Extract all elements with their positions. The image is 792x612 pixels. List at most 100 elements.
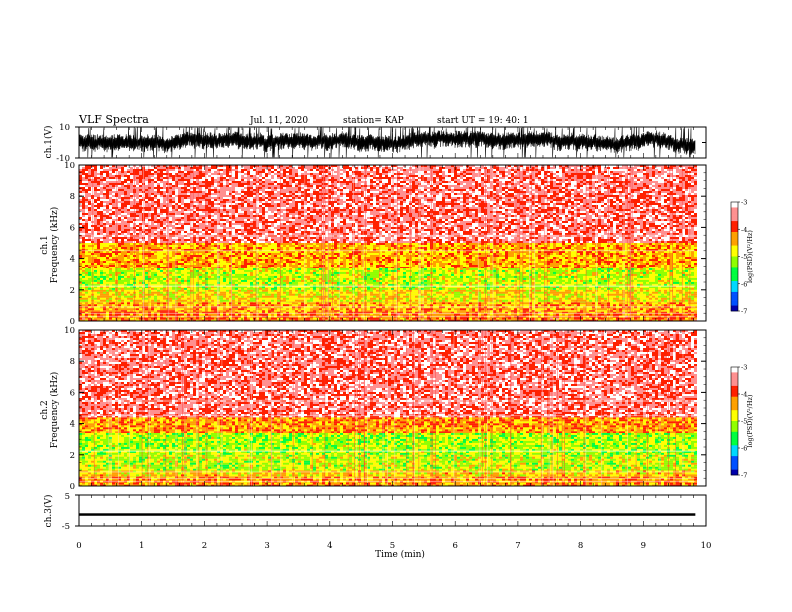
spec1-cell <box>214 279 217 282</box>
spec1-cell <box>439 291 442 294</box>
spec1-cell <box>367 269 370 272</box>
spec1-cell <box>451 313 454 316</box>
spec1-cell <box>358 295 361 298</box>
spec1-cell <box>412 313 415 316</box>
spec1-cell <box>388 279 391 282</box>
spec1-cell <box>481 306 484 309</box>
spec1-cell <box>160 289 163 292</box>
spec1-cell <box>505 275 508 278</box>
spec1-cell <box>298 293 301 296</box>
spec1-cell <box>541 267 544 270</box>
spec1-cell <box>427 271 430 274</box>
spec1-cell <box>445 277 448 280</box>
spec1-cell <box>475 306 478 309</box>
spec1-cell <box>157 308 160 311</box>
spec1-cell <box>178 299 181 302</box>
spec1-cell <box>652 273 655 276</box>
spec1-cell <box>280 275 283 278</box>
spec1-cell <box>457 308 460 311</box>
spec1-cell <box>601 273 604 276</box>
spec1-cell <box>661 308 664 311</box>
spec1-cell <box>94 313 97 316</box>
spec1-cell <box>274 302 277 305</box>
spec1-cell <box>235 306 238 309</box>
spec1-cell <box>202 304 205 307</box>
spec1-cell <box>676 299 679 302</box>
spec1-cell <box>649 319 652 321</box>
spec1-cell <box>550 308 553 311</box>
spec1-cell <box>316 297 319 300</box>
spec1-cell <box>109 271 112 274</box>
spec1-cell <box>199 297 202 300</box>
spec1-cell <box>589 317 592 320</box>
spec1-cell <box>514 302 517 305</box>
spec1-cell <box>295 313 298 316</box>
spec1-cell <box>160 319 163 321</box>
spec1-cell <box>190 304 193 307</box>
spec1-cell <box>559 271 562 274</box>
spec1-cell <box>259 271 262 274</box>
spec1-cell <box>415 319 418 321</box>
spec1-cell <box>265 277 268 280</box>
spec1-cell <box>499 291 502 294</box>
spec1-cell <box>511 295 514 298</box>
spec1-cell <box>349 273 352 276</box>
spec1-cell <box>517 291 520 294</box>
spec1-cell <box>604 311 607 314</box>
spec1-cell <box>577 273 580 276</box>
spec1-cell <box>244 271 247 274</box>
spec1-cell <box>520 310 523 312</box>
spec1-cell <box>196 299 199 302</box>
spec1-cell <box>136 269 139 272</box>
spec1-cell <box>592 313 595 316</box>
spec1-cell <box>625 310 628 312</box>
spec1-cell <box>301 271 304 274</box>
spec1-cell <box>475 267 478 270</box>
spec1-cell <box>403 279 406 282</box>
spec1-cell <box>679 319 682 321</box>
spec1-cell <box>463 310 466 312</box>
spec1-cell <box>214 299 217 302</box>
spec1-cell <box>193 311 196 314</box>
spec1-cell <box>334 293 337 296</box>
spec1-cell <box>478 302 481 305</box>
spec1-cell <box>523 273 526 276</box>
spec1-cell <box>490 308 493 311</box>
spec1-cell <box>382 311 385 314</box>
spec1-cell <box>193 304 196 307</box>
spec1-cell <box>487 313 490 316</box>
spec1-cell <box>79 319 82 321</box>
spec1-cell <box>394 306 397 309</box>
spec1-cell <box>442 289 445 292</box>
spec1-cell <box>247 279 250 282</box>
spec1-cell <box>481 267 484 270</box>
spec1-cell <box>673 289 676 292</box>
spec1-cell <box>646 299 649 302</box>
spec1-cell <box>481 291 484 294</box>
spec1-cell <box>361 291 364 294</box>
spec1-cell <box>571 289 574 292</box>
spec1-cell <box>625 313 628 316</box>
spec1-cell <box>127 317 130 320</box>
spec1-cell <box>496 297 499 300</box>
spec1-cell <box>619 297 622 300</box>
spec1-cell <box>694 295 697 298</box>
spec1-cell <box>286 302 289 305</box>
spec1-cell <box>451 315 454 318</box>
spec1-cell <box>598 304 601 307</box>
spec1-cell <box>670 295 673 298</box>
spec1-cell <box>304 273 307 276</box>
spec1-cell <box>379 289 382 292</box>
spec1-cell <box>157 277 160 280</box>
spec1-cell <box>481 269 484 272</box>
spec1-cell <box>268 273 271 276</box>
spec1-cell <box>436 291 439 294</box>
spec1-cell <box>388 275 391 278</box>
spec1-cell <box>163 313 166 316</box>
spec1-cell <box>196 277 199 280</box>
spec1-cell <box>211 313 214 316</box>
spec1-cell <box>445 299 448 302</box>
spec1-cell <box>679 315 682 318</box>
spec1-cell <box>283 271 286 274</box>
spec1-cell <box>100 291 103 294</box>
